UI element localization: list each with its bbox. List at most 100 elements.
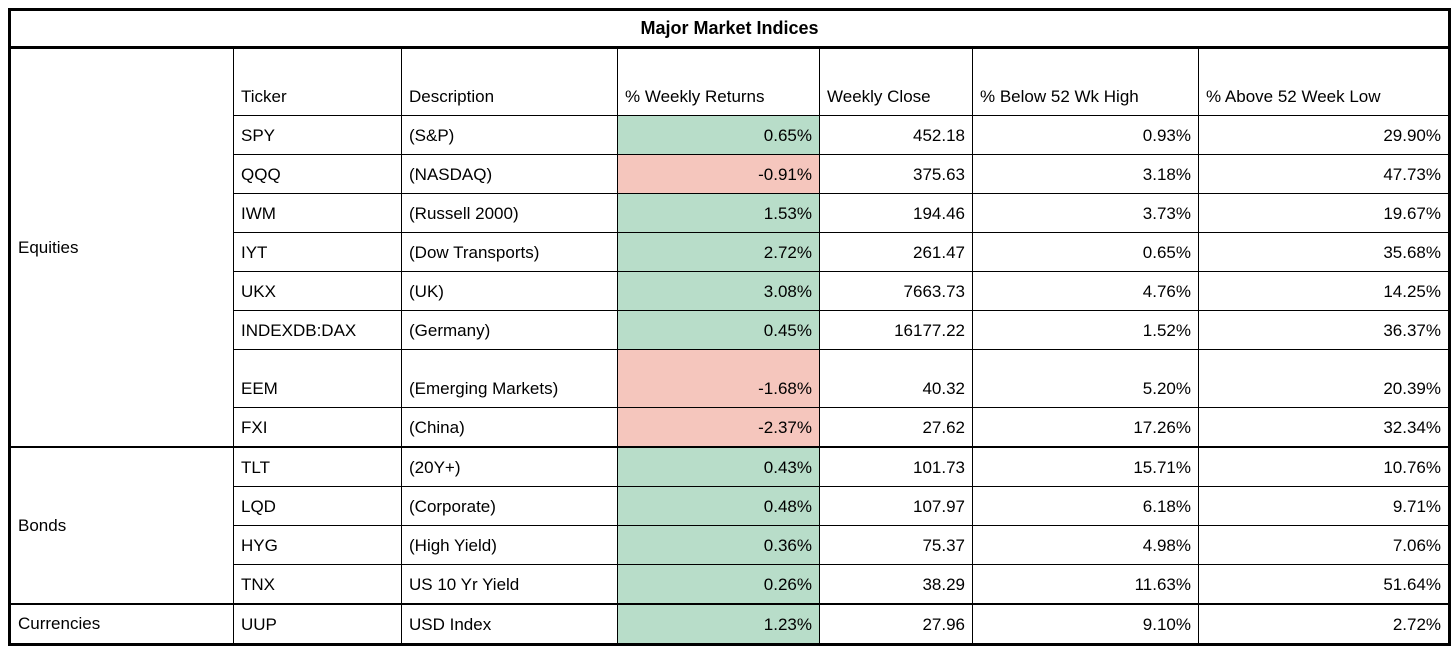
- weekly-close-cell: 375.63: [819, 154, 973, 194]
- ticker-cell: HYG: [233, 525, 402, 565]
- description-cell: (Dow Transports): [401, 232, 618, 272]
- weekly-close-cell: 101.73: [819, 446, 973, 487]
- weekly-close-cell: 7663.73: [819, 271, 973, 311]
- description-cell: (Corporate): [401, 486, 618, 526]
- ticker-cell: QQQ: [233, 154, 402, 194]
- column-header-weekly-returns: % Weekly Returns: [617, 47, 820, 116]
- page: Major Market Indices Equities Ticker Descri…: [8, 8, 1452, 646]
- table-row: LQD (Corporate) 0.48% 107.97 6.18% 9.71%: [10, 486, 1451, 526]
- ticker-cell: UKX: [233, 271, 402, 311]
- below-52wk-high-cell: 4.76%: [972, 271, 1199, 311]
- below-52wk-high-cell: 6.18%: [972, 486, 1199, 526]
- above-52wk-low-cell: 36.37%: [1197, 310, 1451, 350]
- ticker-cell: SPY: [233, 115, 402, 155]
- above-52wk-low-cell: 7.06%: [1197, 525, 1451, 565]
- above-52wk-low-cell: 9.71%: [1197, 486, 1451, 526]
- weekly-return-cell: 2.72%: [617, 232, 820, 272]
- table-title: Major Market Indices: [8, 9, 1451, 49]
- description-cell: USD Index: [401, 603, 618, 645]
- description-cell: (Russell 2000): [401, 193, 618, 233]
- ticker-cell: INDEXDB:DAX: [233, 310, 402, 350]
- description-cell: (UK): [401, 271, 618, 311]
- column-header-description: Description: [401, 47, 618, 116]
- below-52wk-high-cell: 17.26%: [972, 407, 1199, 448]
- ticker-cell: IYT: [233, 232, 402, 272]
- below-52wk-high-cell: 3.18%: [972, 154, 1199, 194]
- table-row: Currencies UUP USD Index 1.23% 27.96 9.10% 2.7…: [9, 603, 1451, 645]
- weekly-return-cell: 0.65%: [617, 115, 820, 155]
- ticker-cell: TLT: [233, 446, 402, 487]
- above-52wk-low-cell: 2.72%: [1197, 603, 1451, 645]
- below-52wk-high-cell: 3.73%: [972, 193, 1199, 233]
- table-row: QQQ (NASDAQ) -0.91% 375.63 3.18% 47.73%: [10, 154, 1451, 194]
- above-52wk-low-cell: 32.34%: [1197, 407, 1451, 448]
- weekly-return-cell: 0.36%: [617, 525, 820, 565]
- description-cell: (20Y+): [401, 446, 618, 487]
- weekly-return-cell: 3.08%: [617, 271, 820, 311]
- table-row: SPY (S&P) 0.65% 452.18 0.93% 29.90%: [10, 115, 1451, 155]
- below-52wk-high-cell: 0.93%: [972, 115, 1199, 155]
- above-52wk-low-cell: 35.68%: [1197, 232, 1451, 272]
- weekly-close-cell: 16177.22: [819, 310, 973, 350]
- table-row: HYG (High Yield) 0.36% 75.37 4.98% 7.06%: [10, 525, 1451, 565]
- below-52wk-high-cell: 15.71%: [972, 446, 1199, 487]
- table-row: IYT (Dow Transports) 2.72% 261.47 0.65% 35.68…: [10, 232, 1451, 272]
- column-header-below-52wk-high: % Below 52 Wk High: [972, 47, 1199, 116]
- above-52wk-low-cell: 47.73%: [1197, 154, 1451, 194]
- weekly-close-cell: 27.96: [819, 603, 973, 645]
- weekly-close-cell: 452.18: [819, 115, 973, 155]
- above-52wk-low-cell: 29.90%: [1197, 115, 1451, 155]
- above-52wk-low-cell: 19.67%: [1197, 193, 1451, 233]
- table-body: Major Market Indices Equities Ticker Descri…: [8, 9, 1451, 645]
- weekly-return-cell: -1.68%: [617, 349, 820, 408]
- table-row: IWM (Russell 2000) 1.53% 194.46 3.73% 19.67%: [10, 193, 1451, 233]
- weekly-return-cell: -0.91%: [617, 154, 820, 194]
- above-52wk-low-cell: 14.25%: [1197, 271, 1451, 311]
- weekly-return-cell: 1.23%: [617, 603, 820, 645]
- below-52wk-high-cell: 1.52%: [972, 310, 1199, 350]
- weekly-return-cell: -2.37%: [617, 407, 820, 448]
- category-cell-bonds: Bonds: [9, 446, 234, 605]
- column-header-ticker: Ticker: [233, 47, 402, 116]
- weekly-close-cell: 194.46: [819, 193, 973, 233]
- below-52wk-high-cell: 11.63%: [972, 564, 1199, 605]
- ticker-cell: TNX: [233, 564, 402, 605]
- weekly-close-cell: 27.62: [819, 407, 973, 448]
- description-cell: (S&P): [401, 115, 618, 155]
- category-cell-equities: Equities: [9, 47, 234, 448]
- weekly-return-cell: 0.43%: [617, 446, 820, 487]
- ticker-cell: LQD: [233, 486, 402, 526]
- table-row: TNX US 10 Yr Yield 0.26% 38.29 11.63% 51.64%: [10, 564, 1451, 605]
- market-indices-table: Major Market Indices Equities Ticker Descri…: [8, 8, 1452, 646]
- weekly-close-cell: 107.97: [819, 486, 973, 526]
- ticker-cell: FXI: [233, 407, 402, 448]
- below-52wk-high-cell: 4.98%: [972, 525, 1199, 565]
- ticker-cell: EEM: [233, 349, 402, 408]
- header-row: Equities Ticker Description% Weekly Return…: [9, 47, 1451, 448]
- weekly-close-cell: 261.47: [819, 232, 973, 272]
- table-row: EEM (Emerging Markets) -1.68% 40.32 5.20% 20.…: [10, 349, 1451, 408]
- weekly-return-cell: 0.26%: [617, 564, 820, 605]
- table-row: Bonds TLT (20Y+) 0.43% 101.73 15.71% 10.76%: [9, 446, 1451, 605]
- category-cell-currencies: Currencies: [9, 603, 234, 645]
- below-52wk-high-cell: 0.65%: [972, 232, 1199, 272]
- description-cell: (NASDAQ): [401, 154, 618, 194]
- column-header-weekly-close: Weekly Close: [819, 47, 973, 116]
- description-cell: US 10 Yr Yield: [401, 564, 618, 605]
- column-header-above-52wk-low: % Above 52 Week Low: [1197, 47, 1451, 116]
- below-52wk-high-cell: 5.20%: [972, 349, 1199, 408]
- above-52wk-low-cell: 10.76%: [1197, 446, 1451, 487]
- ticker-cell: IWM: [233, 193, 402, 233]
- ticker-cell: UUP: [233, 603, 402, 645]
- description-cell: (China): [401, 407, 618, 448]
- description-cell: (High Yield): [401, 525, 618, 565]
- below-52wk-high-cell: 9.10%: [972, 603, 1199, 645]
- weekly-return-cell: 0.45%: [617, 310, 820, 350]
- title-row: Major Market Indices: [8, 9, 1451, 49]
- table-row: INDEXDB:DAX (Germany) 0.45% 16177.22 1.52% 36…: [10, 310, 1451, 350]
- weekly-return-cell: 1.53%: [617, 193, 820, 233]
- weekly-return-cell: 0.48%: [617, 486, 820, 526]
- above-52wk-low-cell: 20.39%: [1197, 349, 1451, 408]
- weekly-close-cell: 75.37: [819, 525, 973, 565]
- weekly-close-cell: 38.29: [819, 564, 973, 605]
